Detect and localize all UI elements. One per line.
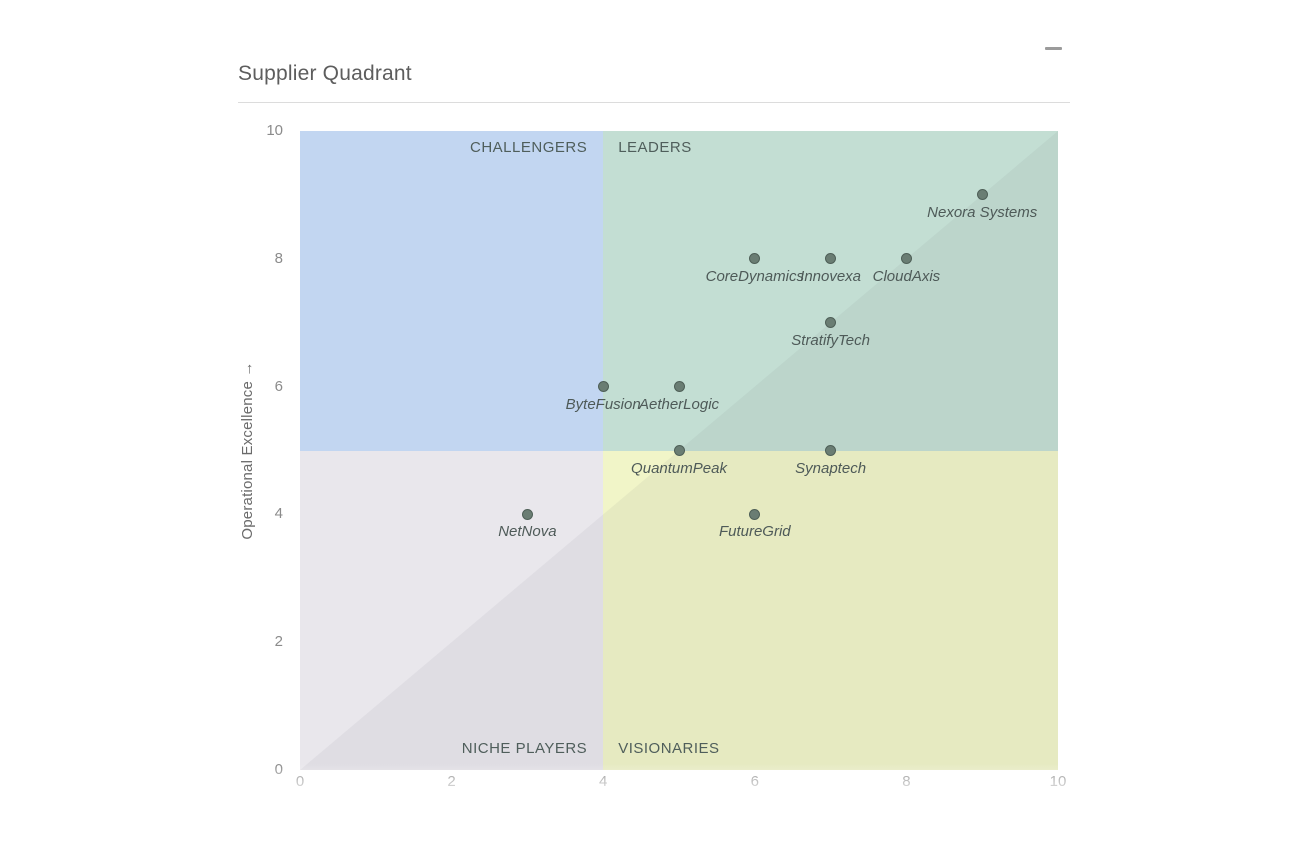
y-tick-label: 6 [274,377,283,395]
quadrant-bottom-right [603,450,1058,770]
data-point-label: CoreDynamics [705,267,804,285]
bottom-fade-overlay [0,764,1300,834]
quadrant-label-bottom-right: VISIONARIES [618,740,720,757]
y-axis-title: Operational Excellence → [239,361,256,540]
data-point-label: Synaptech [795,459,867,477]
data-point[interactable] [825,253,837,265]
data-point[interactable] [825,317,837,329]
data-point-label: QuantumPeak [631,459,727,477]
quadrant-label-bottom-left: NICHE PLAYERS [461,740,588,757]
data-point[interactable] [673,381,685,393]
data-point[interactable] [597,381,609,393]
data-point[interactable] [749,508,761,520]
x-tick-label: 0 [295,773,305,790]
y-tick-label: 2 [274,633,283,651]
title-divider [238,102,1070,103]
y-tick-label: 4 [274,505,283,523]
y-tick-label: 0 [274,761,283,778]
data-point[interactable] [825,445,837,456]
data-point-label: NetNova [498,523,557,541]
x-tick-label: 4 [599,773,608,790]
quadrant-top-left [300,131,604,451]
plot-area: CHALLENGERS LEADERS NICHE PLAYERS VISIONARI… [300,131,1058,770]
data-point[interactable] [749,253,761,265]
quadrant-label-top-right: LEADERS [618,139,692,156]
data-point-label: AetherLogic [638,395,720,413]
x-tick-label: 2 [447,773,456,790]
quadrant-label-top-left: CHALLENGERS [470,139,588,156]
quadrant-top-right [603,131,1058,451]
data-point-label: Nexora Systems [927,203,1038,221]
chart-title: Supplier Quadrant [238,62,412,85]
data-point[interactable] [673,445,685,456]
data-point-label: StratifyTech [791,331,870,349]
y-tick-label: 10 [266,122,283,139]
data-point-label: ByteFusion [565,395,641,413]
data-point[interactable] [976,189,988,201]
data-point[interactable] [521,508,533,520]
x-tick-label: 10 [1049,773,1067,790]
data-point-label: CloudAxis [872,267,941,285]
data-point[interactable] [900,253,912,265]
minimize-dash-icon[interactable] [1045,47,1062,50]
x-tick-label: 8 [902,773,911,790]
data-point-label: FutureGrid [718,523,791,541]
x-tick-label: 6 [750,773,759,790]
quadrant-bottom-left [300,450,604,770]
y-tick-label: 8 [274,249,283,267]
data-point-label: Innovexa [800,267,862,285]
